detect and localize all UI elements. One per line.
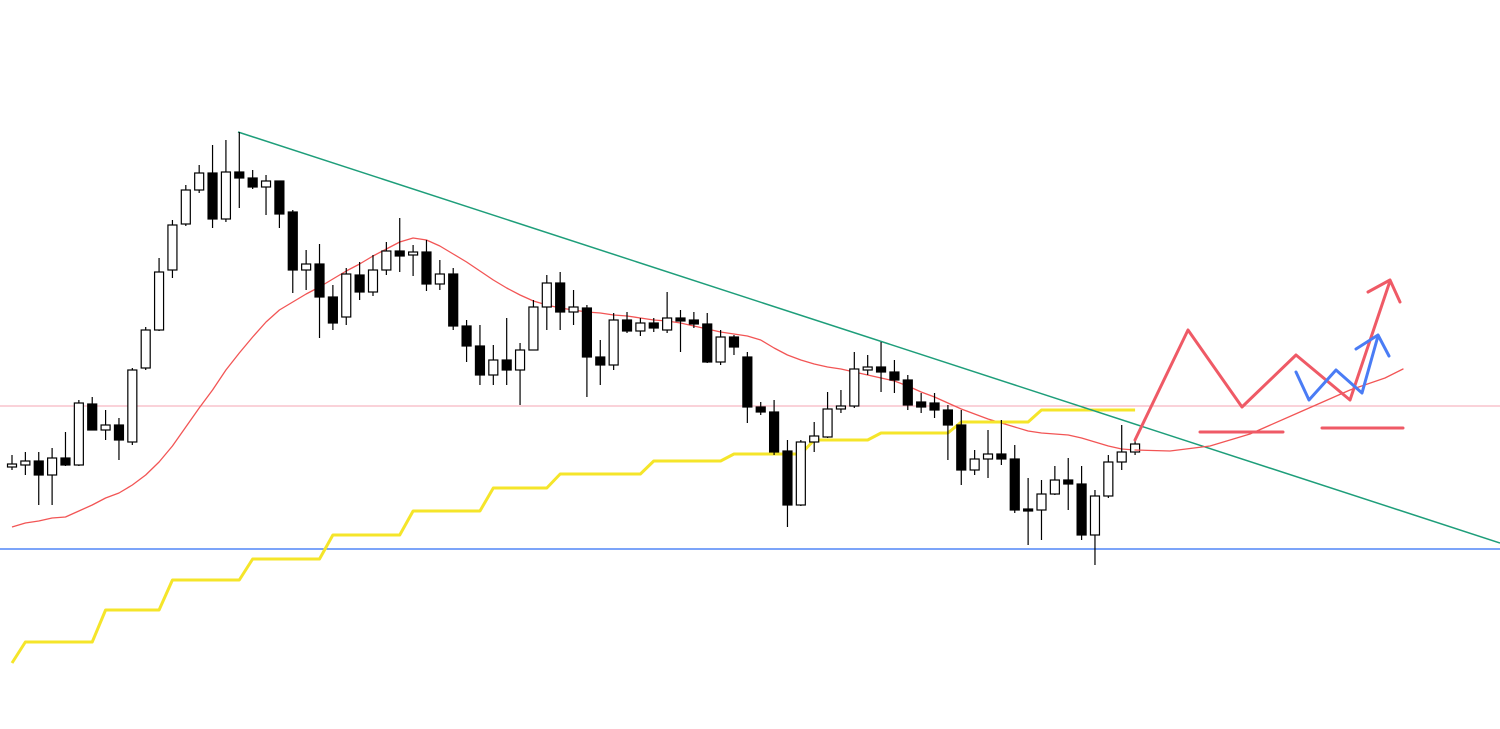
candle-body <box>207 172 218 220</box>
candle-body <box>595 356 606 366</box>
candle-body <box>421 251 432 285</box>
candle-body <box>728 336 740 348</box>
projected-average <box>1134 368 1404 452</box>
arrow-head <box>1366 278 1402 304</box>
candle-body <box>782 450 793 506</box>
candle-body <box>167 224 178 271</box>
candle-body <box>608 319 619 366</box>
candle-body <box>33 460 44 476</box>
candle-body <box>902 379 913 406</box>
candle-body <box>1103 461 1114 497</box>
candle-body <box>916 401 927 408</box>
candle-body <box>795 441 806 506</box>
candle-body <box>341 273 352 318</box>
candle-body <box>6 463 18 468</box>
scenario-arrow <box>1133 279 1392 442</box>
candle-body <box>1116 451 1127 463</box>
candle-body <box>889 371 900 381</box>
candle-body <box>301 263 312 271</box>
candle-body <box>849 368 860 407</box>
candle-body <box>60 457 71 466</box>
candle-body <box>153 271 165 331</box>
candle-body <box>474 345 486 376</box>
candle-body <box>260 180 272 188</box>
candle-body <box>381 250 392 271</box>
projection-annotations <box>1133 278 1405 452</box>
candle-body <box>1076 483 1087 536</box>
candle-body <box>514 349 526 371</box>
candle-body <box>127 369 138 443</box>
scenario-arrow <box>1294 334 1380 402</box>
candle-body <box>113 424 125 441</box>
arrow-head <box>1354 333 1391 358</box>
candle-body <box>180 189 191 225</box>
candle-body <box>742 356 753 408</box>
candle-body <box>1129 443 1141 453</box>
candle-body <box>528 306 539 351</box>
candle-body <box>234 171 245 179</box>
candle-body <box>969 458 980 471</box>
candle-body <box>394 250 405 257</box>
trend-line <box>237 131 1500 544</box>
candle-body <box>755 406 766 413</box>
candle-body <box>621 319 633 332</box>
candle-body <box>434 273 445 285</box>
candle-body <box>140 329 151 369</box>
candle-body <box>247 177 258 188</box>
candle-body <box>996 453 1007 460</box>
candle-body <box>715 336 726 363</box>
candle-body <box>488 359 499 376</box>
candle-body <box>1049 479 1060 495</box>
candle-body <box>461 325 472 347</box>
candle-body <box>1036 493 1047 511</box>
candle-body <box>220 171 232 220</box>
candle-body <box>581 307 593 358</box>
candle-body <box>367 269 379 293</box>
candle-body <box>675 317 686 322</box>
candle-body <box>648 322 659 329</box>
candle-body <box>541 282 552 308</box>
candle-body <box>194 172 205 191</box>
candle-body <box>354 274 365 293</box>
candle-body <box>1023 508 1034 512</box>
candle-body <box>942 409 954 426</box>
candle-body <box>822 408 833 438</box>
candle-body <box>956 424 967 471</box>
candle-body <box>1089 495 1101 536</box>
indicator-line <box>10 408 1136 664</box>
candle-body <box>287 211 298 271</box>
candle-body <box>448 273 459 327</box>
candle-body <box>809 435 820 443</box>
candle-body <box>768 411 780 453</box>
candle-body <box>408 251 419 256</box>
candle-body <box>929 402 940 411</box>
candle-body <box>501 359 512 371</box>
candle-body <box>100 424 111 431</box>
candle-body <box>875 366 887 373</box>
candle-body <box>688 319 699 325</box>
candle-body <box>274 180 285 215</box>
candle-body <box>20 460 31 466</box>
candle-body <box>835 405 847 410</box>
candle-body <box>47 457 58 476</box>
candle-body <box>1009 458 1020 511</box>
candle-body <box>635 322 646 332</box>
candles <box>6 132 1141 565</box>
candle-body <box>862 366 873 371</box>
candle-body <box>662 317 673 331</box>
candle-body <box>73 402 84 466</box>
candle-body <box>568 306 579 313</box>
levels <box>0 405 1500 550</box>
candle-body <box>87 403 98 431</box>
candle-body <box>1063 479 1074 485</box>
candle-body <box>555 282 566 313</box>
candle-body <box>982 453 994 460</box>
indicator-line <box>11 237 1136 528</box>
candle-body <box>327 296 338 324</box>
candle-body <box>314 263 325 298</box>
candle-body <box>702 323 713 363</box>
